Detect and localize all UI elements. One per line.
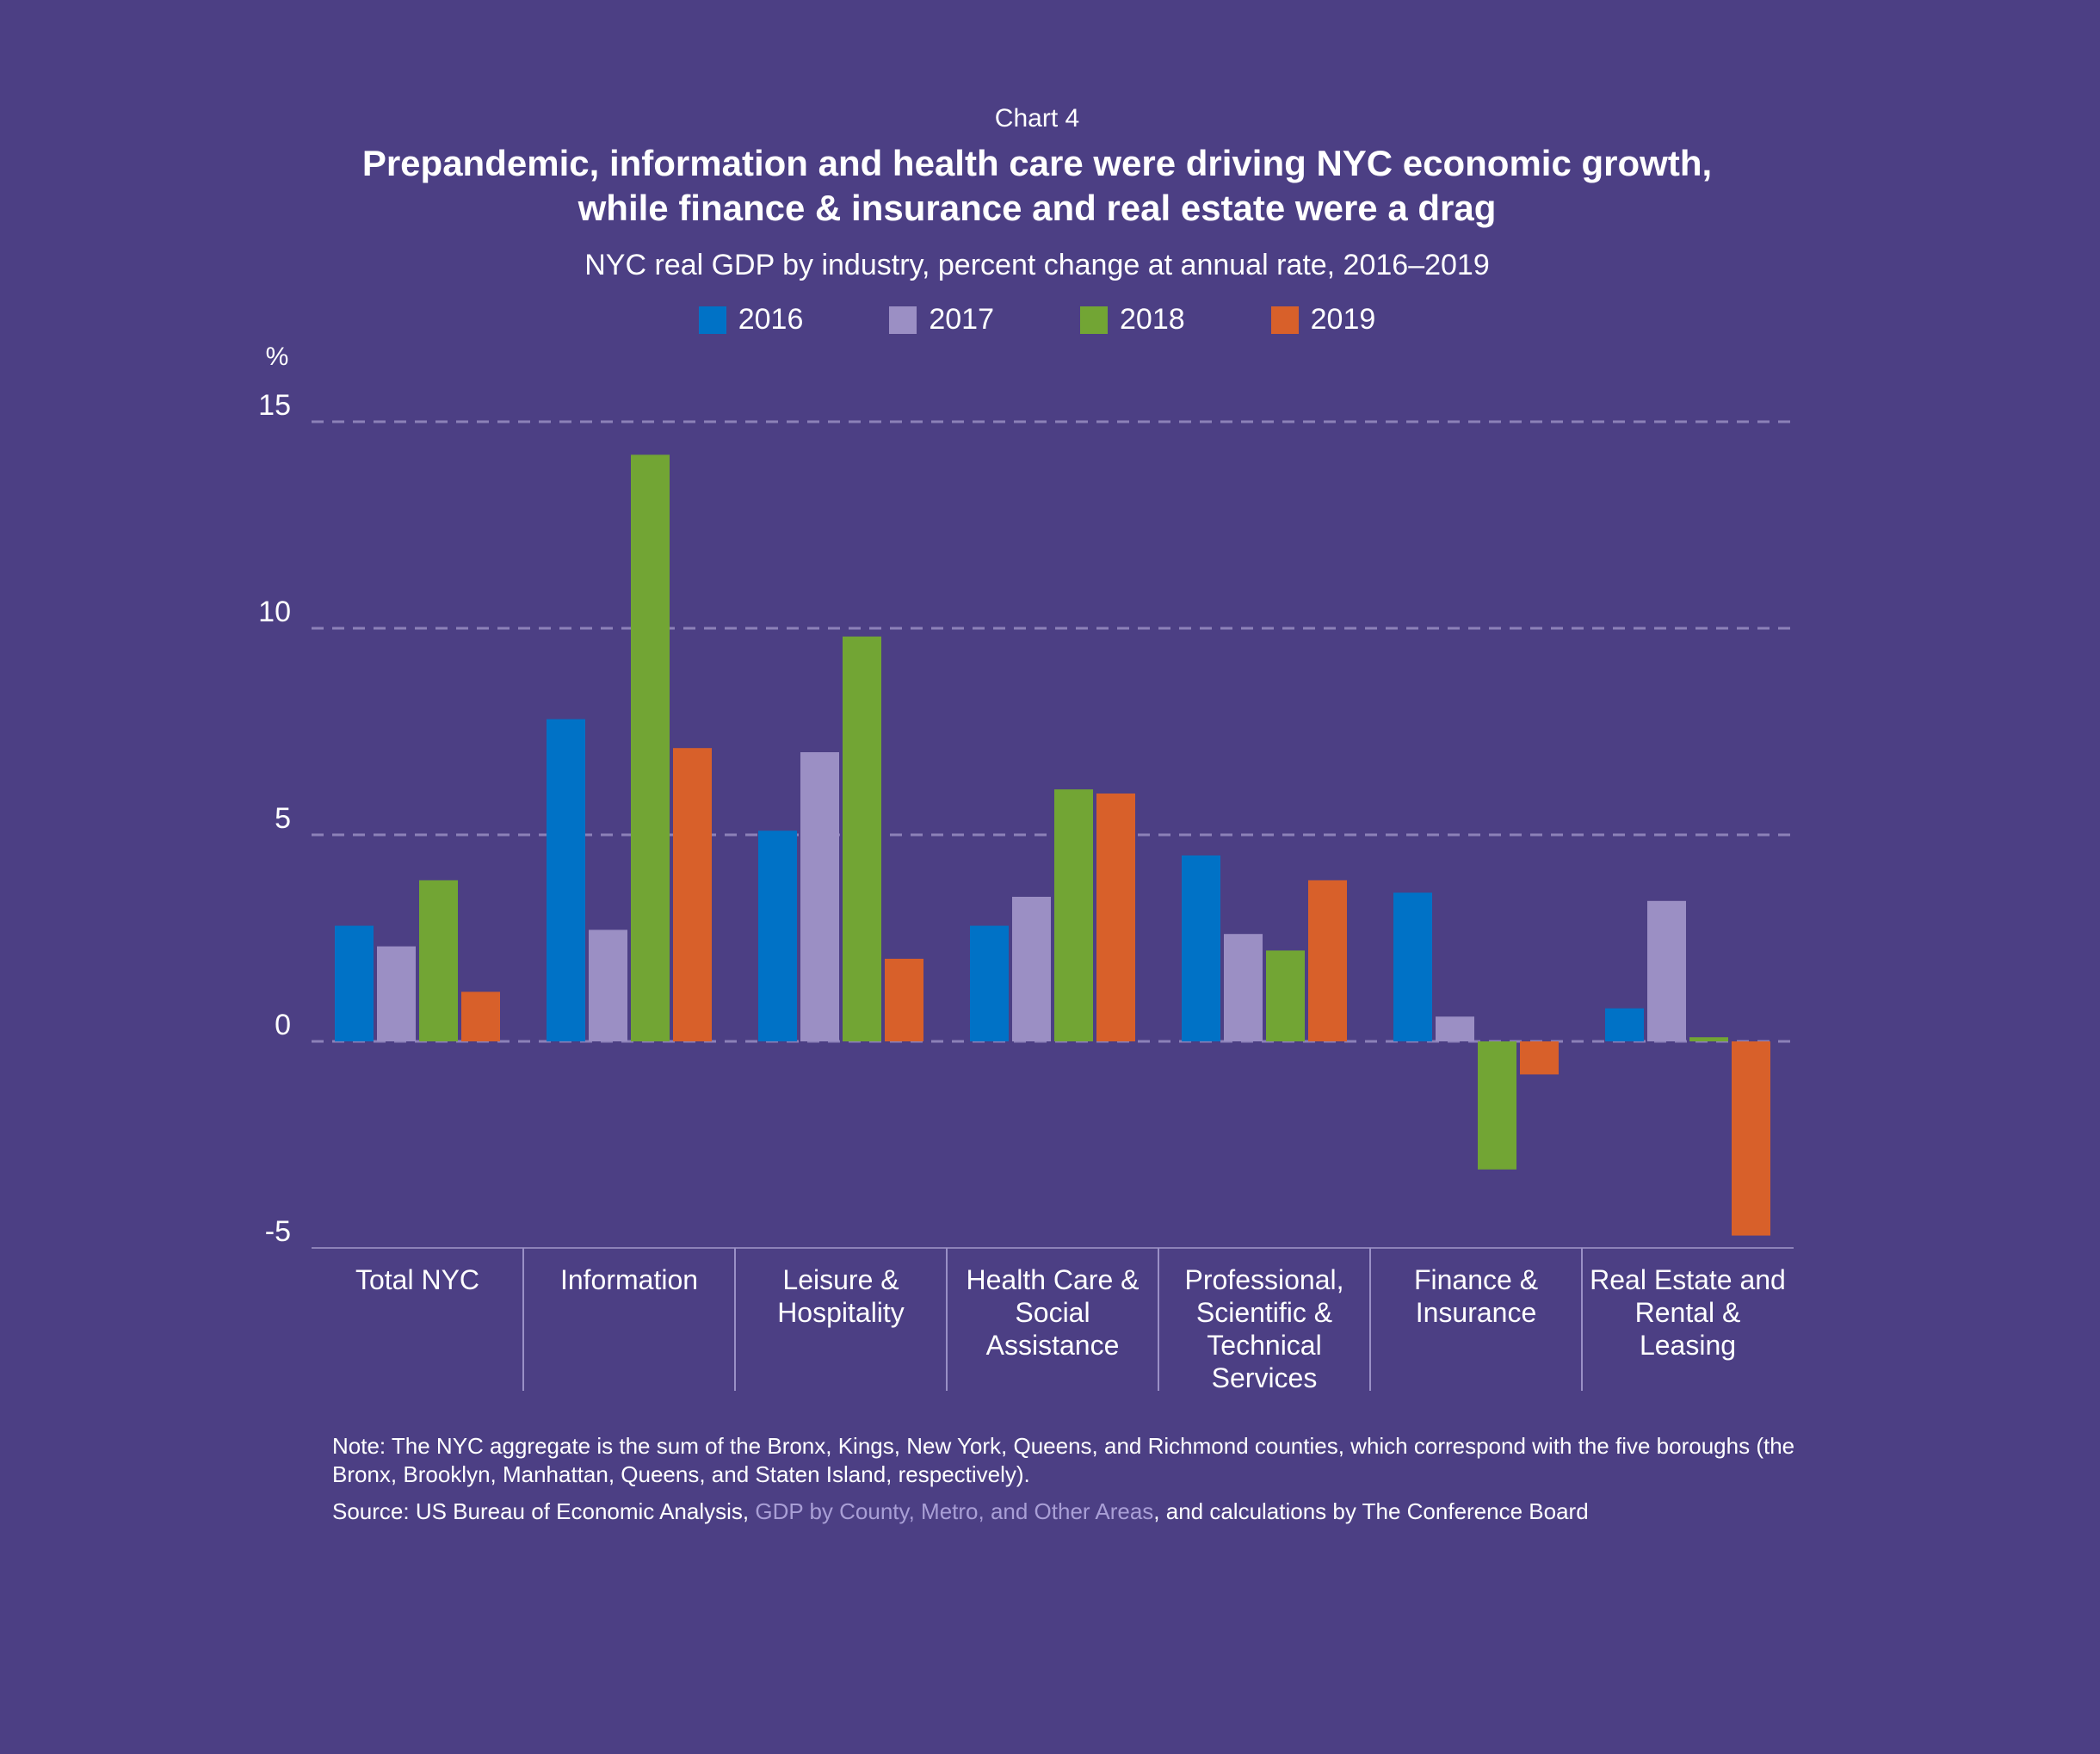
y-tick-label: 5 (275, 802, 291, 835)
bar-2016-cat-2 (758, 831, 797, 1041)
legend-swatch-2018 (1080, 306, 1108, 334)
y-tick-label: -5 (265, 1215, 291, 1248)
legend-swatch-2016 (698, 306, 726, 334)
legend-swatch-2017 (889, 306, 917, 334)
x-tick-label: Finance & Insurance (1413, 1264, 1539, 1328)
chart-legend: 2016 2017 2018 2019 (0, 303, 2074, 337)
chart-title-line-1: Prepandemic, information and health care… (361, 143, 1713, 183)
legend-label-2019: 2019 (1310, 303, 1376, 336)
legend-item-2017: 2017 (889, 303, 994, 337)
chart-kicker: Chart 4 (994, 104, 1080, 133)
x-tick-label: Leisure & Hospitality (777, 1264, 905, 1328)
bar-2017-cat-1 (589, 929, 627, 1041)
bar-2018-cat-6 (1689, 1037, 1728, 1041)
x-tick-label: Professional, Scientific & Technical Ser… (1184, 1264, 1344, 1393)
bar-2019-cat-4 (1308, 880, 1347, 1041)
legend-item-2019: 2019 (1270, 303, 1376, 337)
chart-title: Prepandemic, information and health care… (0, 141, 2074, 231)
source-link[interactable]: GDP by County, Metro, and Other Areas (755, 1498, 1154, 1524)
bar-2017-cat-6 (1647, 900, 1686, 1041)
bar-2016-cat-6 (1605, 1008, 1644, 1041)
x-tick-label: Information (559, 1264, 699, 1295)
bar-2018-cat-2 (843, 636, 881, 1041)
bar-2018-cat-4 (1266, 950, 1305, 1041)
bar-2017-cat-0 (377, 946, 416, 1041)
bar-2017-cat-4 (1224, 934, 1263, 1041)
x-tick-label: Total NYC (355, 1264, 480, 1295)
bar-2019-cat-5 (1520, 1041, 1559, 1075)
legend-label-2017: 2017 (929, 303, 994, 336)
y-axis-unit: % (266, 343, 289, 371)
y-tick-label: 10 (258, 596, 291, 628)
bar-2019-cat-3 (1096, 794, 1135, 1041)
bar-2016-cat-5 (1393, 892, 1432, 1041)
chart-notes: Note: The NYC aggregate is the sum of th… (332, 1432, 1795, 1535)
legend-item-2018: 2018 (1080, 303, 1185, 337)
bar-2018-cat-1 (631, 454, 670, 1041)
source-prefix: Source: US Bureau of Economic Analysis, (332, 1498, 756, 1524)
bar-2016-cat-4 (1182, 855, 1220, 1041)
bar-2018-cat-0 (419, 880, 458, 1041)
bar-2018-cat-5 (1478, 1041, 1516, 1170)
legend-label-2018: 2018 (1120, 303, 1185, 336)
bar-2016-cat-3 (970, 925, 1009, 1041)
x-tick-label: Health Care & Social Assistance (966, 1264, 1140, 1361)
bar-2019-cat-6 (1732, 1041, 1770, 1236)
bar-2017-cat-5 (1436, 1016, 1474, 1041)
bar-2018-cat-3 (1054, 789, 1093, 1041)
bar-2017-cat-2 (800, 752, 839, 1041)
source-text: Source: US Bureau of Economic Analysis, … (332, 1498, 1795, 1526)
chart-subtitle: NYC real GDP by industry, percent change… (584, 249, 1490, 281)
bar-2016-cat-1 (547, 719, 585, 1041)
chart-header: Chart 4 Prepandemic, information and hea… (0, 102, 2074, 284)
note-text: Note: The NYC aggregate is the sum of th… (332, 1433, 1795, 1487)
chart-title-line-2: while finance & insurance and real estat… (578, 188, 1497, 228)
bar-2019-cat-0 (461, 991, 500, 1041)
bar-2019-cat-2 (885, 959, 923, 1041)
bar-2017-cat-3 (1012, 897, 1051, 1041)
legend-item-2016: 2016 (698, 303, 804, 337)
y-tick-label: 15 (258, 389, 291, 422)
legend-swatch-2019 (1270, 306, 1299, 334)
bar-2019-cat-1 (673, 748, 712, 1041)
legend-label-2016: 2016 (738, 303, 804, 336)
source-suffix: , and calculations by The Conference Boa… (1153, 1498, 1589, 1524)
y-tick-label: 0 (275, 1009, 291, 1041)
bar-2016-cat-0 (335, 925, 374, 1041)
x-tick-label: Real Estate and Rental & Leasing (1590, 1264, 1786, 1361)
